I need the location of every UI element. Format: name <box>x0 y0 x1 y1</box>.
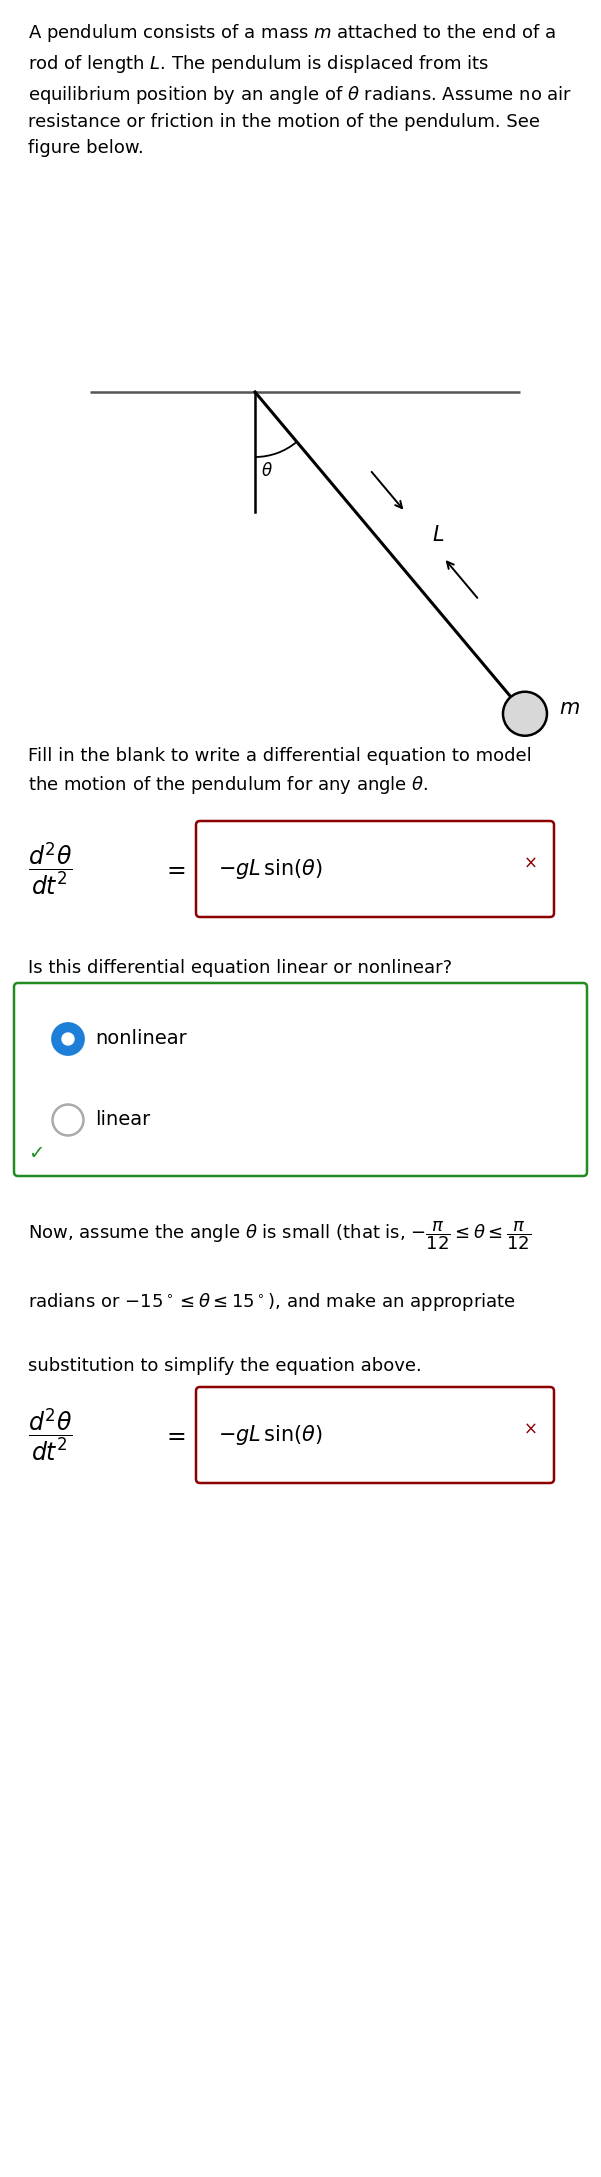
Circle shape <box>503 692 547 736</box>
Text: ×: × <box>524 856 538 873</box>
Text: $-gL\,\sin(\theta)$: $-gL\,\sin(\theta)$ <box>218 858 323 882</box>
Circle shape <box>52 1023 84 1054</box>
Circle shape <box>52 1104 84 1136</box>
Text: ×: × <box>524 1422 538 1439</box>
Text: A pendulum consists of a mass $m$ attached to the end of a
rod of length $L$. Th: A pendulum consists of a mass $m$ attach… <box>28 22 572 157</box>
FancyBboxPatch shape <box>196 821 554 917</box>
Circle shape <box>62 1034 74 1045</box>
Text: $\dfrac{d^2\theta}{dt^2}$: $\dfrac{d^2\theta}{dt^2}$ <box>28 840 73 897</box>
FancyBboxPatch shape <box>196 1387 554 1483</box>
Text: ✓: ✓ <box>28 1145 44 1163</box>
Text: $\theta$: $\theta$ <box>261 462 273 479</box>
Text: $-gL\,\sin(\theta)$: $-gL\,\sin(\theta)$ <box>218 1424 323 1448</box>
Text: radians or $-15^\circ \leq \theta \leq 15^\circ$), and make an appropriate: radians or $-15^\circ \leq \theta \leq 1… <box>28 1291 516 1313</box>
Text: linear: linear <box>95 1110 150 1130</box>
Text: nonlinear: nonlinear <box>95 1030 187 1049</box>
Text: Now, assume the angle $\theta$ is small (that is, $-\dfrac{\pi}{12} \leq \theta : Now, assume the angle $\theta$ is small … <box>28 1219 531 1252</box>
Text: $=$: $=$ <box>162 1424 186 1448</box>
FancyBboxPatch shape <box>14 984 587 1176</box>
Text: substitution to simplify the equation above.: substitution to simplify the equation ab… <box>28 1356 422 1376</box>
Text: $L$: $L$ <box>433 525 445 544</box>
Text: $m$: $m$ <box>559 699 580 718</box>
Text: $\dfrac{d^2\theta}{dt^2}$: $\dfrac{d^2\theta}{dt^2}$ <box>28 1406 73 1463</box>
Text: Is this differential equation linear or nonlinear?: Is this differential equation linear or … <box>28 960 452 977</box>
Text: Fill in the blank to write a differential equation to model
the motion of the pe: Fill in the blank to write a differentia… <box>28 747 532 797</box>
Text: $=$: $=$ <box>162 858 186 882</box>
